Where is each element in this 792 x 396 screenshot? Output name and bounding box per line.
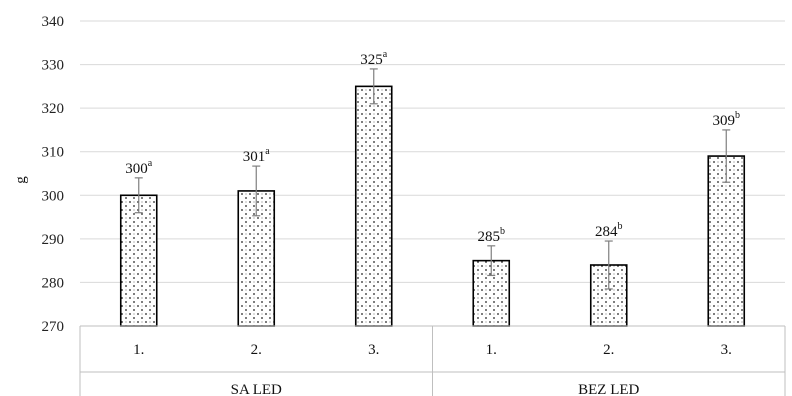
data-label-value: 325: [360, 52, 383, 68]
data-label: 284b: [595, 221, 623, 240]
significance-letter: a: [265, 146, 270, 157]
y-axis: 270 280 290 300 310 320 330 340: [42, 14, 65, 335]
significance-letter: b: [500, 226, 505, 237]
y-tick-label: 290: [42, 232, 65, 248]
significance-letter: a: [383, 49, 388, 60]
x-tick-label: 3.: [721, 342, 732, 358]
significance-letter: b: [735, 110, 740, 121]
x-tick-label: 2.: [251, 342, 262, 358]
y-tick-label: 320: [42, 101, 65, 117]
x-tick-label: 1.: [133, 342, 144, 358]
data-label: 309b: [713, 110, 741, 129]
x-tick-label: 1.: [486, 342, 497, 358]
significance-letter: a: [148, 158, 153, 169]
group-label: BEZ LED: [578, 382, 639, 396]
group-label: SA LED: [231, 382, 282, 396]
data-label-value: 301: [243, 149, 266, 165]
data-label: 325a: [360, 49, 388, 68]
y-tick-label: 280: [42, 275, 65, 291]
y-tick-label: 310: [42, 145, 65, 161]
y-tick-label: 270: [42, 319, 65, 335]
data-label-value: 284: [595, 224, 618, 240]
x-tick-label: 3.: [368, 342, 379, 358]
y-tick-label: 300: [42, 188, 65, 204]
y-tick-label: 340: [42, 14, 65, 30]
data-label-value: 300: [125, 161, 148, 177]
gridlines: [80, 20, 785, 283]
bar: [119, 194, 158, 327]
data-label-value: 309: [713, 113, 736, 129]
y-axis-label: g: [13, 176, 29, 184]
data-label: 300a: [125, 158, 153, 177]
x-tick-label: 2.: [603, 342, 614, 358]
significance-letter: b: [618, 221, 623, 232]
data-label-value: 285: [478, 229, 501, 245]
bar: [354, 85, 393, 327]
x-axis: SA LED 1. 2. 3. BEZ LED 1. 2. 3.: [79, 325, 786, 396]
data-label: 301a: [243, 146, 271, 165]
y-tick-label: 330: [42, 58, 65, 74]
data-label: 285b: [478, 226, 506, 245]
